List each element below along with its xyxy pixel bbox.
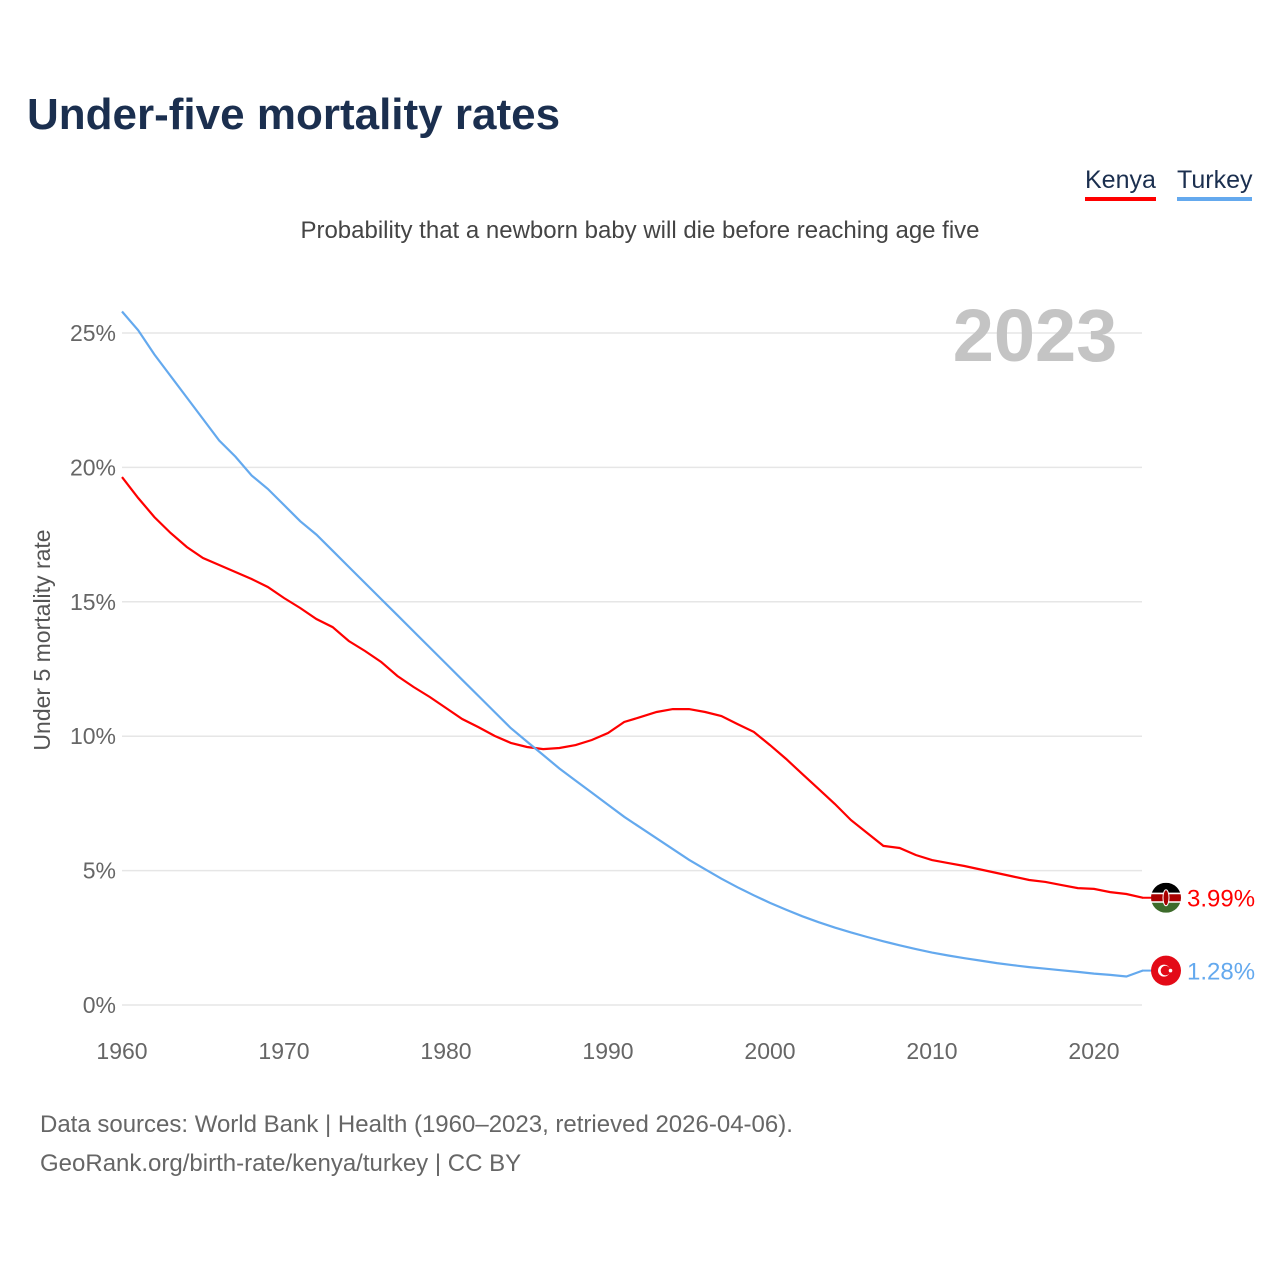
x-tick-label: 1960 (96, 1038, 147, 1064)
y-tick-label: 15% (70, 589, 116, 615)
footer-link[interactable]: GeoRank.org/birth-rate/kenya/turkey | CC… (40, 1150, 522, 1177)
y-tick-label: 10% (70, 723, 116, 749)
y-tick-label: 0% (83, 992, 116, 1018)
end-value-label: 1.28% (1187, 959, 1255, 986)
x-tick-label: 2020 (1068, 1038, 1119, 1064)
legend-kenya[interactable]: Kenya (1085, 166, 1156, 201)
x-tick-label: 1970 (258, 1038, 309, 1064)
legend-turkey[interactable]: Turkey (1177, 166, 1253, 201)
footer-sources: Data sources: World Bank | Health (1960–… (40, 1111, 793, 1138)
end-value-label: 3.99% (1187, 886, 1255, 913)
y-tick-label: 5% (83, 858, 116, 884)
series-line-kenya (121, 476, 1143, 899)
y-tick-label: 20% (70, 454, 116, 480)
footer: Data sources: World Bank | Health (1960–… (40, 1105, 793, 1183)
x-tick-label: 2010 (906, 1038, 957, 1064)
y-tick-label: 25% (70, 320, 116, 346)
chart-title: Under-five mortality rates (27, 90, 561, 139)
x-tick-label: 2000 (744, 1038, 795, 1064)
series-line-turkey (121, 310, 1143, 978)
current-year-label: 2023 (953, 294, 1118, 377)
turkey-flag-icon (1151, 955, 1181, 986)
y-axis-label: Under 5 mortality rate (29, 529, 55, 750)
x-tick-label: 1990 (582, 1038, 633, 1064)
kenya-flag-icon (1151, 882, 1181, 913)
x-tick-label: 1980 (420, 1038, 471, 1064)
chart-subtitle: Probability that a newborn baby will die… (300, 217, 980, 244)
